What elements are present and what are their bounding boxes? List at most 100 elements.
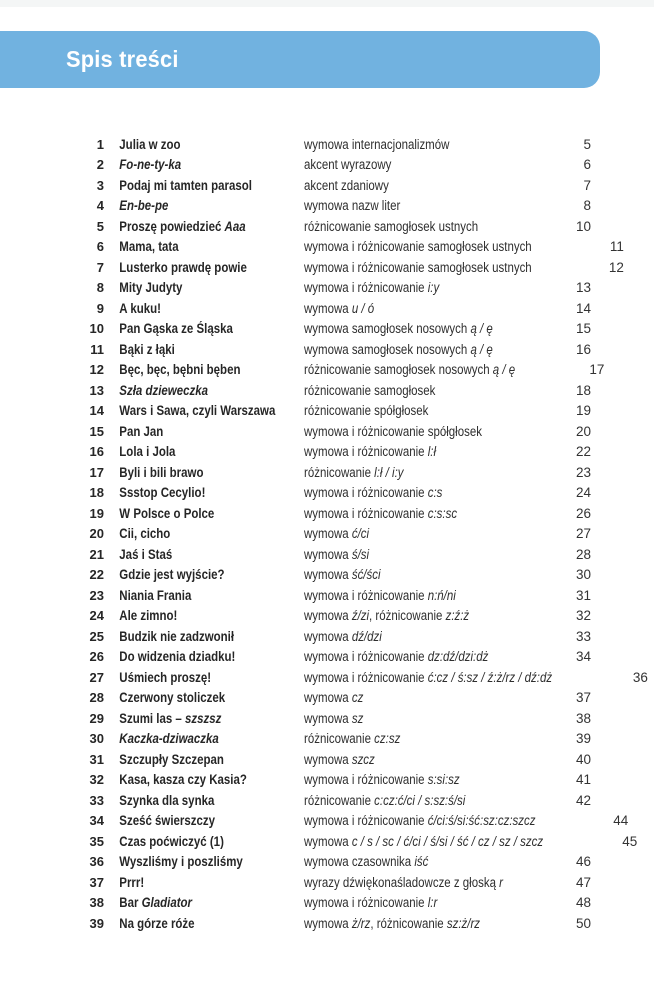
toc-entry-title: Sześć świerszczy xyxy=(119,813,215,829)
toc-row: 38 Bar Gladiator wymowa i różnicowanie l… xyxy=(0,893,654,914)
toc-entry-page: 31 xyxy=(575,587,591,603)
toc-entry-description: wymowa samogłosek nosowych ą / ę xyxy=(304,321,493,337)
toc-entry-page: 30 xyxy=(575,567,591,583)
toc-row: 10 Pan Gąska ze Śląska wymowa samogłosek… xyxy=(0,319,654,340)
toc-entry-title: Czas poćwiczyć (1) xyxy=(119,833,224,849)
toc-entry-page: 23 xyxy=(575,464,591,480)
toc-entry-page: 18 xyxy=(575,382,591,398)
toc-entry-description: różnicowanie c:cz:ć/ci / s:sz:ś/si xyxy=(304,792,466,808)
toc-entry-number: 28 xyxy=(89,690,104,706)
toc-entry-description: różnicowanie cz:sz xyxy=(304,731,401,747)
toc-entry-description: wymowa i różnicowanie c:s:sc xyxy=(304,505,458,521)
toc-entry-description: różnicowanie samogłosek nosowych ą / ę xyxy=(304,362,516,378)
toc-entry-description: wymowa i różnicowanie ć:cz / ś:sz / ź:ż/… xyxy=(304,669,553,685)
toc-entry-title: En-be-pe xyxy=(119,198,169,214)
toc-entry-page: 40 xyxy=(575,751,591,767)
toc-entry-description: wymowa c / s / sc / ć/ci / ś/si / ść / c… xyxy=(304,833,544,849)
toc-row: 25 Budzik nie zadzwonił wymowa dź/dzi 33 xyxy=(0,626,654,647)
toc-entry-title: Do widzenia dziadku! xyxy=(119,649,236,665)
toc-entry-number: 19 xyxy=(89,505,104,521)
toc-entry-title: Na górze róże xyxy=(119,915,195,931)
toc-entry-number: 23 xyxy=(89,587,104,603)
toc-entry-description: wymowa szcz xyxy=(304,751,375,767)
toc-row: 31 Szczupły Szczepan wymowa szcz 40 xyxy=(0,749,654,770)
toc-entry-page: 24 xyxy=(575,485,591,501)
toc-entry-description: wymowa ż/rz, różnicowanie sz:ż/rz xyxy=(304,915,481,931)
toc-entry-number: 11 xyxy=(90,341,104,357)
toc-entry-title: Bęc, bęc, bębni bęben xyxy=(119,362,241,378)
toc-entry-title: Proszę powiedzieć Aaa xyxy=(119,218,246,234)
toc-row: 32 Kasa, kasza czy Kasia? wymowa i różni… xyxy=(0,770,654,791)
toc-entry-page: 13 xyxy=(575,280,591,296)
toc-entry-number: 26 xyxy=(89,649,104,665)
toc-entry-page: 22 xyxy=(575,444,591,460)
toc-row: 1 Julia w zoo wymowa internacjonalizmów … xyxy=(0,134,654,155)
toc-entry-number: 29 xyxy=(89,710,104,726)
toc-row: 35 Czas poćwiczyć (1) wymowa c / s / sc … xyxy=(0,831,654,852)
toc-entry-title: Szumi las – szszsz xyxy=(119,710,222,726)
toc-entry-page: 45 xyxy=(622,833,638,849)
page-top-edge xyxy=(0,0,654,7)
toc-entry-description: różnicowanie samogłosek xyxy=(304,382,436,398)
toc-entry-number: 35 xyxy=(89,833,104,849)
toc-entry-number: 22 xyxy=(89,567,104,583)
toc-row: 26 Do widzenia dziadku! wymowa i różnico… xyxy=(0,647,654,668)
toc-entry-title: Byli i bili brawo xyxy=(119,464,204,480)
toc-entry-number: 36 xyxy=(89,854,104,870)
toc-row: 39 Na górze róże wymowa ż/rz, różnicowan… xyxy=(0,913,654,934)
toc-row: 19 W Polsce o Polce wymowa i różnicowani… xyxy=(0,503,654,524)
toc-entry-title: Kaczka-dziwaczka xyxy=(119,731,219,747)
toc-entry-page: 28 xyxy=(575,546,591,562)
toc-entry-description: wymowa i różnicowanie l:ł xyxy=(304,444,437,460)
toc-entry-title: Szczupły Szczepan xyxy=(119,751,224,767)
toc-row: 14 Wars i Sawa, czyli Warszawa różnicowa… xyxy=(0,401,654,422)
toc-entry-page: 17 xyxy=(589,362,605,378)
toc-entry-page: 26 xyxy=(575,505,591,521)
toc-entry-page: 16 xyxy=(575,341,591,357)
toc-entry-page: 50 xyxy=(575,915,591,931)
toc-entry-description: wymowa i różnicowanie l:r xyxy=(304,895,438,911)
toc-entry-description: wymowa i różnicowanie dz:dź/dzi:dż xyxy=(304,649,489,665)
toc-entry-page: 19 xyxy=(575,403,591,419)
toc-entry-description: wymowa ś/si xyxy=(304,546,370,562)
toc-row: 3 Podaj mi tamten parasol akcent zdaniow… xyxy=(0,175,654,196)
toc-entry-description: wymowa sz xyxy=(304,710,364,726)
toc-entry-title: Jaś i Staś xyxy=(119,546,173,562)
toc-entry-number: 15 xyxy=(89,423,104,439)
toc-entry-page: 46 xyxy=(575,854,591,870)
toc-entry-number: 7 xyxy=(96,259,104,275)
toc-entry-description: wymowa i różnicowanie c:s xyxy=(304,485,443,501)
toc-row: 4 En-be-pe wymowa nazw liter 8 xyxy=(0,196,654,217)
toc-entry-number: 39 xyxy=(89,915,104,931)
toc-entry-number: 38 xyxy=(89,895,104,911)
toc-row: 22 Gdzie jest wyjście? wymowa ść/ści 30 xyxy=(0,565,654,586)
toc-entry-page: 14 xyxy=(575,300,591,316)
toc-entry-number: 25 xyxy=(89,628,104,644)
toc-entry-title: Szła dzieweczka xyxy=(119,382,208,398)
toc-entry-description: wymowa i różnicowanie spółgłosek xyxy=(304,423,482,439)
toc-entry-title: Julia w zoo xyxy=(119,136,181,152)
toc-entry-page: 15 xyxy=(575,321,591,337)
toc-entry-title: Ale zimno! xyxy=(119,608,178,624)
toc-row: 11 Bąki z łąki wymowa samogłosek nosowyc… xyxy=(0,339,654,360)
toc-entry-number: 34 xyxy=(89,813,104,829)
toc-row: 7 Lusterko prawdę powie wymowa i różnico… xyxy=(0,257,654,278)
toc-entry-page: 12 xyxy=(608,259,624,275)
toc-entry-description: wymowa i różnicowanie samogłosek ustnych xyxy=(304,239,532,255)
toc-entry-page: 38 xyxy=(575,710,591,726)
toc-entry-title: Gdzie jest wyjście? xyxy=(119,567,225,583)
toc-row: 2 Fo-ne-ty-ka akcent wyrazowy 6 xyxy=(0,155,654,176)
toc-entry-description: różnicowanie l:ł / i:y xyxy=(304,464,404,480)
toc-entry-page: 36 xyxy=(632,669,648,685)
toc-entry-number: 9 xyxy=(96,300,104,316)
toc-entry-description: różnicowanie samogłosek ustnych xyxy=(304,218,479,234)
toc-entry-title: Budzik nie zadzwonił xyxy=(119,628,235,644)
toc-entry-number: 37 xyxy=(89,874,104,890)
toc-row: 21 Jaś i Staś wymowa ś/si 28 xyxy=(0,544,654,565)
toc-entry-number: 6 xyxy=(96,239,104,255)
toc-entry-title: Szynka dla synka xyxy=(119,792,215,808)
toc-row: 13 Szła dzieweczka różnicowanie samogłos… xyxy=(0,380,654,401)
toc-entry-title: Pan Gąska ze Śląska xyxy=(119,321,233,337)
toc-entry-number: 33 xyxy=(89,792,104,808)
toc-row: 24 Ale zimno! wymowa ź/zi, różnicowanie … xyxy=(0,606,654,627)
